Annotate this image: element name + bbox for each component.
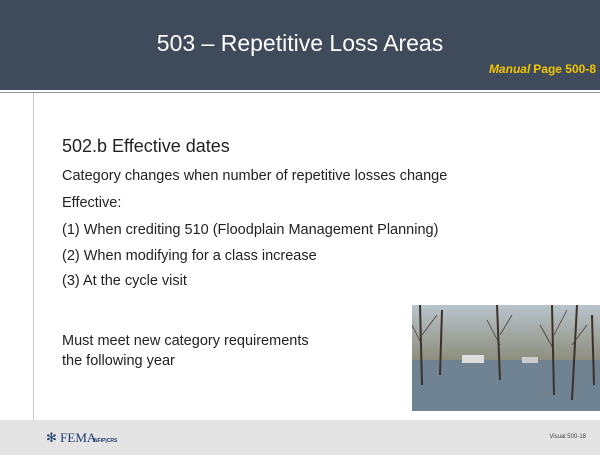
closing-line: the following year xyxy=(62,351,309,371)
bullet-item: Effective: xyxy=(62,195,121,211)
bullet-item: (3) At the cycle visit xyxy=(62,273,187,289)
closing-line: Must meet new category requirements xyxy=(62,331,309,351)
divider xyxy=(0,92,600,93)
bullet-item: (1) When crediting 510 (Floodplain Manag… xyxy=(62,222,438,238)
page-ref: Page 500-8 xyxy=(533,62,596,76)
flood-photo xyxy=(412,305,600,411)
slide-number: Visual 500-18 xyxy=(549,434,586,440)
bullet-item: (2) When modifying for a class increase xyxy=(62,248,317,264)
fema-logo: ✻ FEMA xyxy=(46,430,96,446)
bullet-item: Category changes when number of repetiti… xyxy=(62,168,447,184)
slide-title: 503 – Repetitive Loss Areas xyxy=(0,30,600,57)
slide: {"header": {"title": "503 – Repetitive L… xyxy=(0,0,600,455)
fema-text: FEMA xyxy=(60,430,96,445)
nfip-logo: NFIP|CRS xyxy=(94,438,117,444)
heading: 502.b Effective dates xyxy=(62,136,230,157)
left-border xyxy=(33,93,34,420)
manual-label: Manual xyxy=(489,62,530,76)
